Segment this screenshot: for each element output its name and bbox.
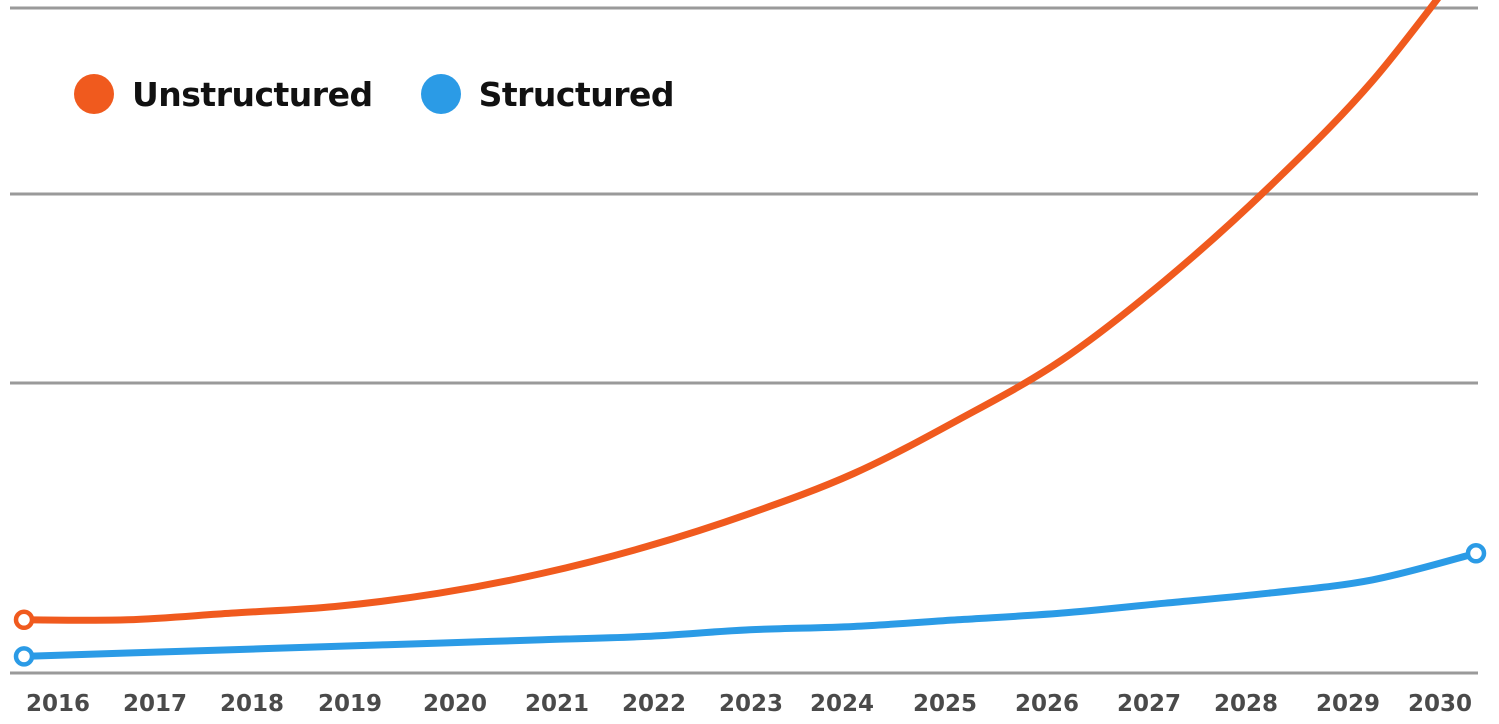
legend-label-unstructured: Unstructured [132, 74, 373, 114]
x-tick-label: 2025 [913, 691, 977, 717]
x-tick-label: 2026 [1015, 691, 1079, 717]
series-line-unstructured [20, 0, 1442, 624]
legend-label-structured: Structured [478, 74, 675, 114]
x-tick-label: 2019 [318, 691, 382, 717]
series-line-structured [20, 549, 1480, 660]
x-tick-label: 2022 [622, 691, 686, 717]
legend: Unstructured Structured [74, 74, 675, 114]
point-marker-structured-2016 [13, 646, 35, 667]
x-tick-label: 2023 [719, 691, 783, 717]
x-tick-label: 2017 [123, 691, 187, 717]
legend-swatch-unstructured [74, 74, 114, 114]
x-tick-label: 2016 [26, 691, 90, 717]
x-tick-label: 2027 [1117, 691, 1181, 717]
point-marker-unstructured-2016 [13, 609, 35, 631]
legend-swatch-structured [420, 74, 461, 114]
x-tick-label: 2030 [1408, 691, 1472, 717]
legend-item-structured: Structured [420, 74, 675, 114]
x-tick-label: 2021 [525, 691, 589, 717]
marker-layer [13, 543, 1487, 667]
point-marker-structured-2030 [1465, 543, 1487, 564]
x-tick-label: 2020 [423, 691, 487, 717]
x-tick-label: 2018 [220, 691, 284, 717]
grid-layer [10, 6, 1478, 675]
x-axis-ticks: 2016 2017 2018 2019 2020 2021 2022 2023 2024 2025… [26, 691, 1472, 717]
x-tick-label: 2028 [1214, 691, 1278, 717]
x-tick-label: 2024 [810, 691, 874, 717]
x-tick-label: 2029 [1316, 691, 1380, 717]
series-layer [20, 0, 1480, 660]
legend-item-unstructured: Unstructured [74, 74, 373, 114]
